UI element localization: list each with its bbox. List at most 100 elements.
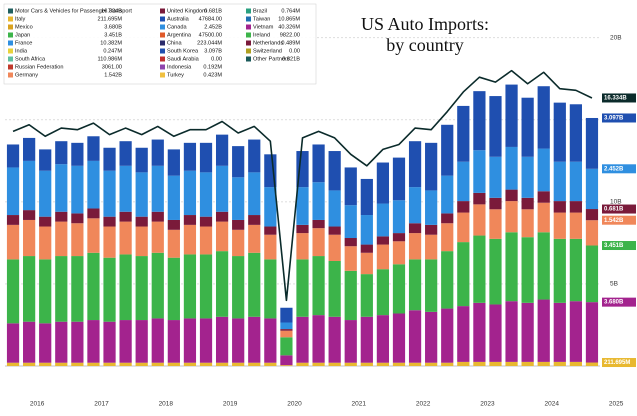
bar-segment <box>215 221 229 252</box>
legend-value: 0.764M <box>281 8 300 14</box>
bar-segment <box>215 134 229 166</box>
bar-segment <box>408 223 422 234</box>
bar-segment <box>376 203 390 237</box>
bar-segment <box>312 144 325 183</box>
legend-value: 47684.00 <box>199 16 222 22</box>
legend-swatch <box>160 40 165 46</box>
bar-segment <box>87 208 100 219</box>
legend-label: Germany <box>15 72 38 78</box>
bar-segment <box>569 201 582 213</box>
legend-label: Ireland <box>253 32 270 38</box>
x-tick-label: 2017 <box>94 401 109 408</box>
bar-segment <box>312 256 325 316</box>
bar-segment <box>296 187 309 225</box>
bar-segment <box>232 177 245 220</box>
x-tick-label: 2016 <box>30 401 45 408</box>
value-tag: 3.097B <box>604 116 624 122</box>
bar-segment <box>55 321 68 363</box>
bar-segment <box>232 219 245 230</box>
bar-segment <box>569 238 582 302</box>
bar-segment <box>553 102 566 162</box>
bar-segment <box>199 362 213 366</box>
bar-segment <box>553 361 566 366</box>
legend-label: Other Partners <box>253 56 290 62</box>
bar-segment <box>376 236 390 245</box>
bar-segment <box>585 245 599 303</box>
value-tag-bg <box>602 297 636 307</box>
legend-value: 3061.00 <box>102 64 122 70</box>
legend-value: 9822.00 <box>280 32 300 38</box>
bar-segment <box>135 362 148 366</box>
bar-segment <box>537 232 550 300</box>
bar-segment <box>489 238 502 305</box>
bar-segment <box>296 224 309 234</box>
legend-label: Indonesia <box>167 64 192 70</box>
bar-segment <box>521 156 534 198</box>
bar-segment <box>151 165 164 212</box>
bar-segment <box>167 149 180 176</box>
bar-segment <box>135 216 148 227</box>
bar-segment <box>489 197 502 210</box>
bar-segment <box>119 211 132 222</box>
bar-segment <box>215 251 229 317</box>
bar-segment <box>103 321 116 363</box>
bar-segment <box>489 96 502 157</box>
bar-segment <box>280 330 293 338</box>
bar-segment <box>473 302 486 362</box>
bar-segment <box>248 215 261 225</box>
bar-segment <box>248 172 261 216</box>
legend-value: 0.681B <box>204 8 222 14</box>
x-tick-label: 2024 <box>545 401 560 408</box>
bar-segment <box>119 362 132 366</box>
bar-segment <box>167 362 180 366</box>
legend-label: South Africa <box>15 56 46 62</box>
bar-segment <box>425 311 438 363</box>
chart-title: US Auto Imports: <box>361 14 489 34</box>
bar-segment <box>553 201 566 213</box>
legend-label: Italy <box>15 16 25 22</box>
bar-segment <box>537 299 550 362</box>
bar-segment <box>23 137 36 161</box>
bar-segment <box>585 168 599 210</box>
bar-segment <box>264 259 277 319</box>
legend-swatch <box>160 48 165 54</box>
bar-segment <box>87 160 100 209</box>
bar-segment <box>6 362 20 366</box>
value-tag: 3.680B <box>604 300 624 306</box>
legend-swatch <box>160 16 165 22</box>
bar-segment <box>425 224 438 235</box>
bar-segment <box>457 361 470 366</box>
bar-segment <box>135 172 148 217</box>
bar-segment <box>183 215 197 225</box>
bar-segment <box>103 216 116 227</box>
legend-swatch <box>246 56 251 62</box>
bar-segment <box>553 161 566 202</box>
bar-segment <box>135 147 148 173</box>
bar-segment <box>489 156 502 198</box>
bar-segment <box>23 321 36 363</box>
bar-segment <box>425 362 438 366</box>
bar-segment <box>183 142 197 171</box>
bar-segment <box>457 306 470 362</box>
bar-segment <box>87 362 100 366</box>
y-tick-label: 20B <box>610 35 622 42</box>
legend-label: Mexico <box>15 24 33 30</box>
bar-segment <box>408 310 422 363</box>
bar-segment <box>344 246 357 271</box>
bar-segment <box>392 264 406 314</box>
y-tick-label: 10B <box>610 199 622 206</box>
bar-segment <box>296 151 309 188</box>
bar-segment <box>199 254 213 319</box>
legend-swatch <box>246 8 251 14</box>
bar-segment <box>71 256 84 322</box>
bar-segment <box>376 244 390 270</box>
bar-segment <box>473 192 486 205</box>
bar-segment <box>537 361 550 366</box>
bar-segment <box>457 242 470 307</box>
bar-segment <box>585 209 599 221</box>
bar-segment <box>71 362 84 366</box>
bar-segment <box>489 304 502 362</box>
bar-segment <box>215 165 229 212</box>
legend-value: 16.334B <box>101 8 122 14</box>
bar-segment <box>505 201 518 233</box>
